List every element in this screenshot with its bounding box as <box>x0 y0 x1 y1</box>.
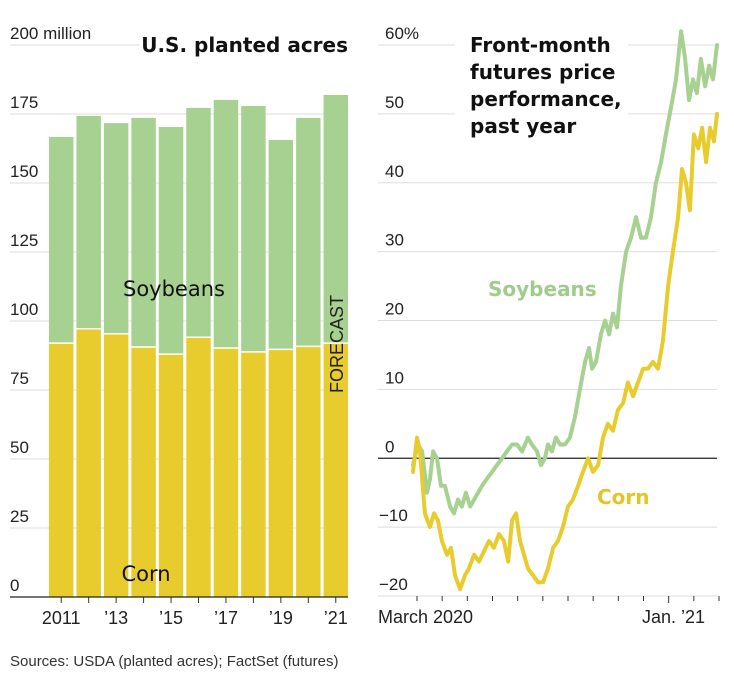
chart-title-line: past year <box>470 114 576 138</box>
bar-soybeans-2020 <box>296 117 321 347</box>
bar-corn-2014 <box>131 346 156 597</box>
bar-soybeans-2019 <box>268 139 294 350</box>
x-tick-label: ’17 <box>214 608 238 628</box>
bar-corn-2019 <box>268 349 294 597</box>
y-tick-label: 75 <box>10 369 29 388</box>
bar-corn-2021 <box>323 343 348 597</box>
x-tick-label: ’15 <box>159 608 183 628</box>
bar-corn-2016 <box>186 337 211 597</box>
bar-soybeans-2011 <box>49 136 74 344</box>
label-corn: Corn <box>121 562 170 586</box>
bar-corn-2017 <box>213 348 239 597</box>
x-tick-label: ’13 <box>104 608 128 628</box>
y-tick-label: −20 <box>379 575 408 594</box>
y-tick-label: −10 <box>379 506 408 525</box>
bar-soybeans-2016 <box>186 107 211 338</box>
y-tick-label: 0 <box>10 576 19 595</box>
x-tick-label: 2011 <box>42 608 81 628</box>
y-tick-label: 150 <box>10 162 38 181</box>
y-tick-label: 200 million <box>10 24 91 43</box>
bar-soybeans-2018 <box>241 105 266 352</box>
y-tick-label: 40 <box>385 162 404 181</box>
line-corn <box>411 111 719 592</box>
bar-soybeans-2017 <box>213 99 239 349</box>
label-forecast: FORECAST <box>327 295 347 393</box>
futures-performance-chart: −20 −10 0 10 20 30 40 50 60% Front-month futures p… <box>378 24 720 627</box>
x-tick-label: Jan. ’21 <box>642 607 705 627</box>
label-soybeans: Soybeans <box>488 277 597 301</box>
x-tick-label: ’21 <box>324 608 348 628</box>
label-corn: Corn <box>597 485 650 509</box>
bar-corn-2020 <box>296 346 321 597</box>
y-tick-label: 0 <box>385 437 394 456</box>
chart-title-line: Front-month <box>470 33 611 57</box>
y-tick-label: 175 <box>10 93 38 112</box>
bar-soybeans-2012 <box>76 115 101 329</box>
chart-title-line: performance, <box>470 87 622 111</box>
bar-soybeans-2013 <box>103 123 129 334</box>
y-tick-label: 60% <box>385 24 419 43</box>
bar-corn-2018 <box>241 351 266 597</box>
y-tick-label: 50 <box>385 93 404 112</box>
bar-corn-2011 <box>49 343 74 597</box>
y-tick-label: 50 <box>10 438 29 457</box>
x-tick-label: ’19 <box>269 608 293 628</box>
source-note: Sources: USDA (planted acres); FactSet (… <box>10 653 339 670</box>
line-soybeans <box>411 29 719 516</box>
bar-corn-2015 <box>158 354 184 597</box>
y-tick-label: 125 <box>10 231 38 250</box>
planted-acres-chart: 0 25 50 75 100 125 150 175 200 million U.S. plant… <box>10 24 348 628</box>
y-tick-label: 25 <box>10 507 29 526</box>
y-tick-label: 100 <box>10 300 38 319</box>
bar-corn-2013 <box>103 333 129 597</box>
bar-soybeans-2015 <box>158 126 184 355</box>
bar-corn-2012 <box>76 328 101 597</box>
chart-title: U.S. planted acres <box>141 33 348 57</box>
label-soybeans: Soybeans <box>123 277 225 301</box>
y-tick-label: 30 <box>385 231 404 250</box>
bar-soybeans-2021 <box>323 94 348 344</box>
y-tick-label: 10 <box>385 368 404 387</box>
x-tick-label: March 2020 <box>378 607 473 627</box>
bar-soybeans-2014 <box>131 117 156 347</box>
chart-title-line: futures price <box>470 60 616 84</box>
y-tick-label: 20 <box>385 300 404 319</box>
